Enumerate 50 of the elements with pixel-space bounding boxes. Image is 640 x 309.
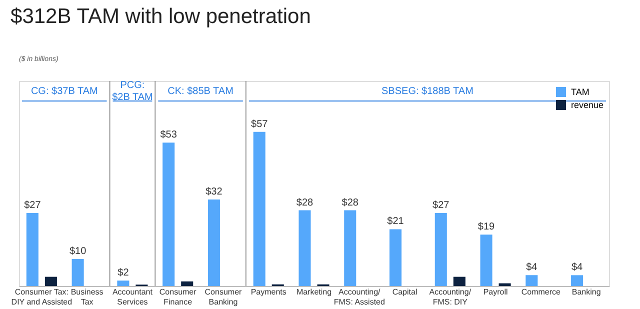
data-label: $57 <box>251 118 268 130</box>
x-tick-label: Consumer Tax: DIY and Assisted <box>11 288 72 306</box>
bar <box>26 212 38 286</box>
data-label: $10 <box>69 246 87 257</box>
data-label: $4 <box>571 262 584 274</box>
data-label: $32 <box>206 186 223 198</box>
bar <box>253 132 266 286</box>
x-tick-label: Consumer Banking <box>204 288 242 306</box>
data-label: $4 <box>526 262 538 274</box>
text: CG: $37B TAM <box>30 86 98 97</box>
data-label: $2 <box>118 268 130 279</box>
legend-label: revenue <box>571 100 604 110</box>
x-tick-label: Consumer Finance <box>159 288 197 306</box>
x-tick-label: Accountant Services <box>112 288 154 306</box>
bar <box>389 229 402 286</box>
data-label: $21 <box>387 216 404 228</box>
x-tick-label: Business Tax <box>70 288 104 306</box>
text: SBSEG: $188B TAM <box>382 86 474 97</box>
x-tick-label: Payments <box>250 288 286 296</box>
data-label: $53 <box>160 130 178 141</box>
bar <box>162 142 175 286</box>
data-label: $27 <box>24 200 42 211</box>
bar <box>480 234 492 286</box>
data-label: $28 <box>342 197 359 208</box>
x-tick-label: Accounting/ FMS: DIY <box>429 288 472 306</box>
chart-title: $312B TAM with low penetration <box>10 5 311 28</box>
text: PCG: $2B TAM <box>112 80 153 103</box>
x-tick-label: Payroll <box>483 288 508 296</box>
bar <box>434 212 447 286</box>
text: CK: $85B TAM <box>168 86 234 97</box>
bar <box>526 275 538 286</box>
bar <box>298 210 311 286</box>
bar <box>344 210 356 286</box>
bar <box>72 258 84 286</box>
x-tick-label: Marketing <box>296 288 332 296</box>
data-label: $28 <box>296 197 314 208</box>
legend-label: TAM <box>571 87 590 97</box>
x-tick-label: Accounting/ FMS: Assisted <box>334 288 385 306</box>
data-label: $27 <box>432 200 450 211</box>
x-tick-label: Banking <box>572 288 601 296</box>
bar <box>571 275 584 286</box>
bar <box>208 199 220 286</box>
bar <box>44 276 57 286</box>
x-tick-label: Capital <box>392 288 418 296</box>
bar <box>498 283 511 286</box>
x-tick-label: Commerce <box>521 288 562 296</box>
data-label: $19 <box>478 222 496 233</box>
bar <box>453 276 466 286</box>
bar <box>181 281 194 286</box>
bar <box>117 280 130 286</box>
